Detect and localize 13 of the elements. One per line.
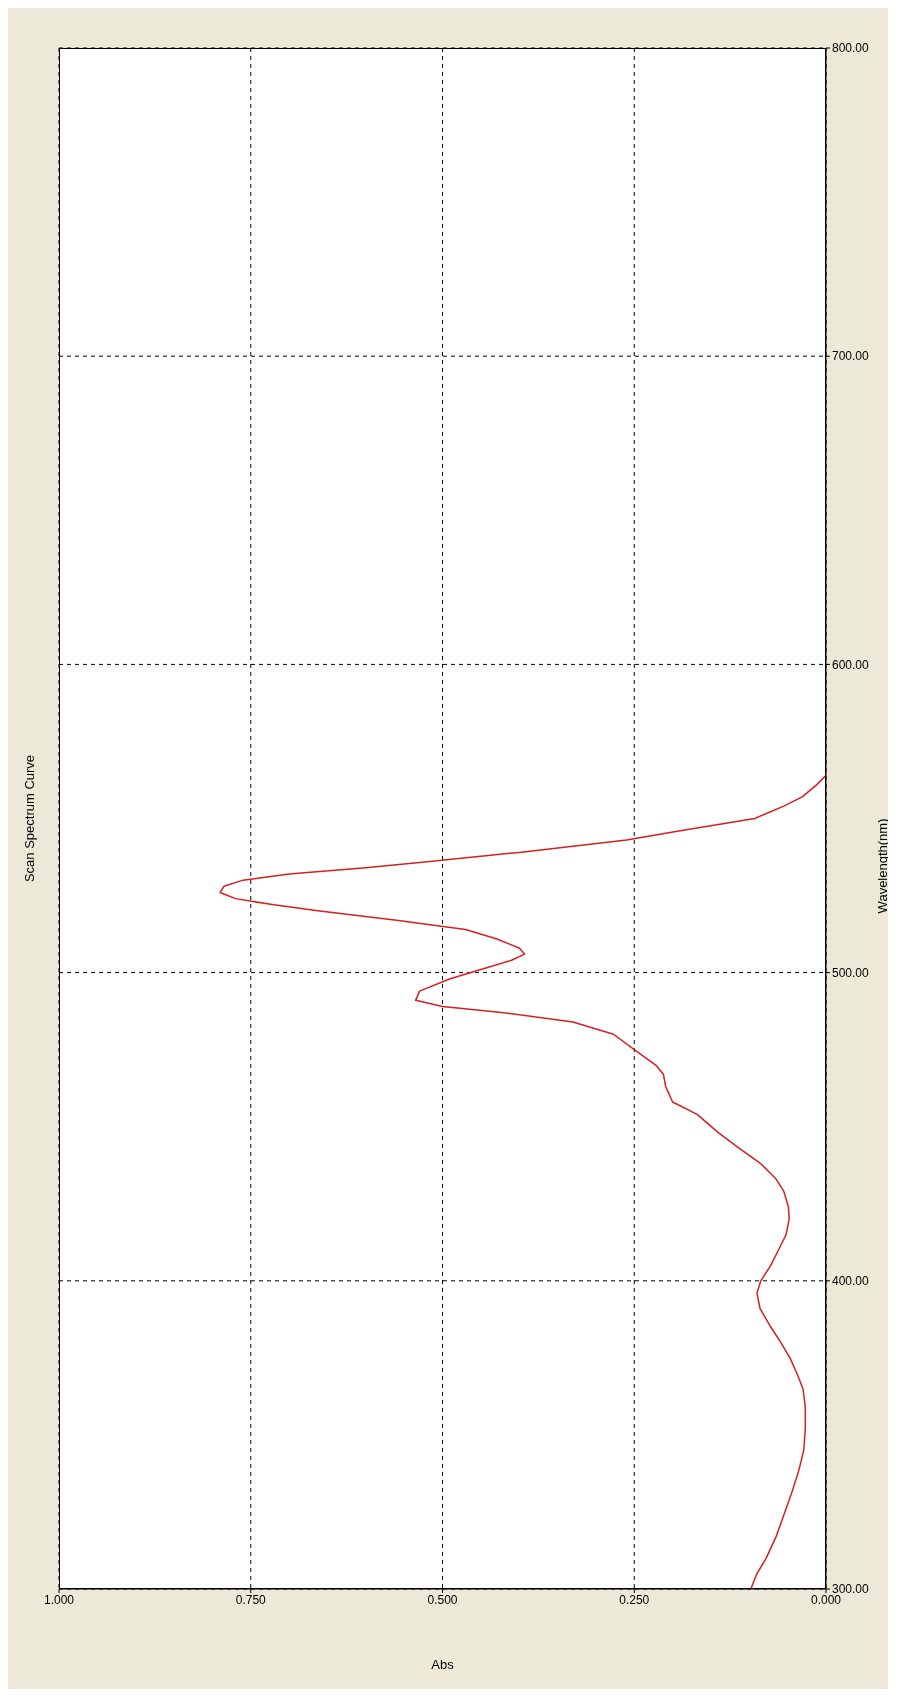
- x-tick-label: 0.500: [427, 1592, 458, 1607]
- x-axis-title: Abs: [431, 1657, 455, 1672]
- x-tick-label: 0.250: [619, 1592, 650, 1607]
- x-tick-label: 0.000: [810, 1592, 842, 1607]
- y-tick-label: 500.00: [832, 965, 870, 980]
- y-tick-label: 800.00: [832, 41, 870, 56]
- x-tick-label: 0.750: [235, 1592, 267, 1607]
- line-series: [219, 774, 826, 1589]
- y-tick-label: 600.00: [832, 657, 870, 672]
- x-tick-label: 1.000: [43, 1592, 75, 1607]
- y-tick-label: 700.00: [832, 349, 870, 364]
- text: Scan Spectrum Curve: [22, 754, 38, 883]
- y-tick-label: 400.00: [832, 1274, 870, 1289]
